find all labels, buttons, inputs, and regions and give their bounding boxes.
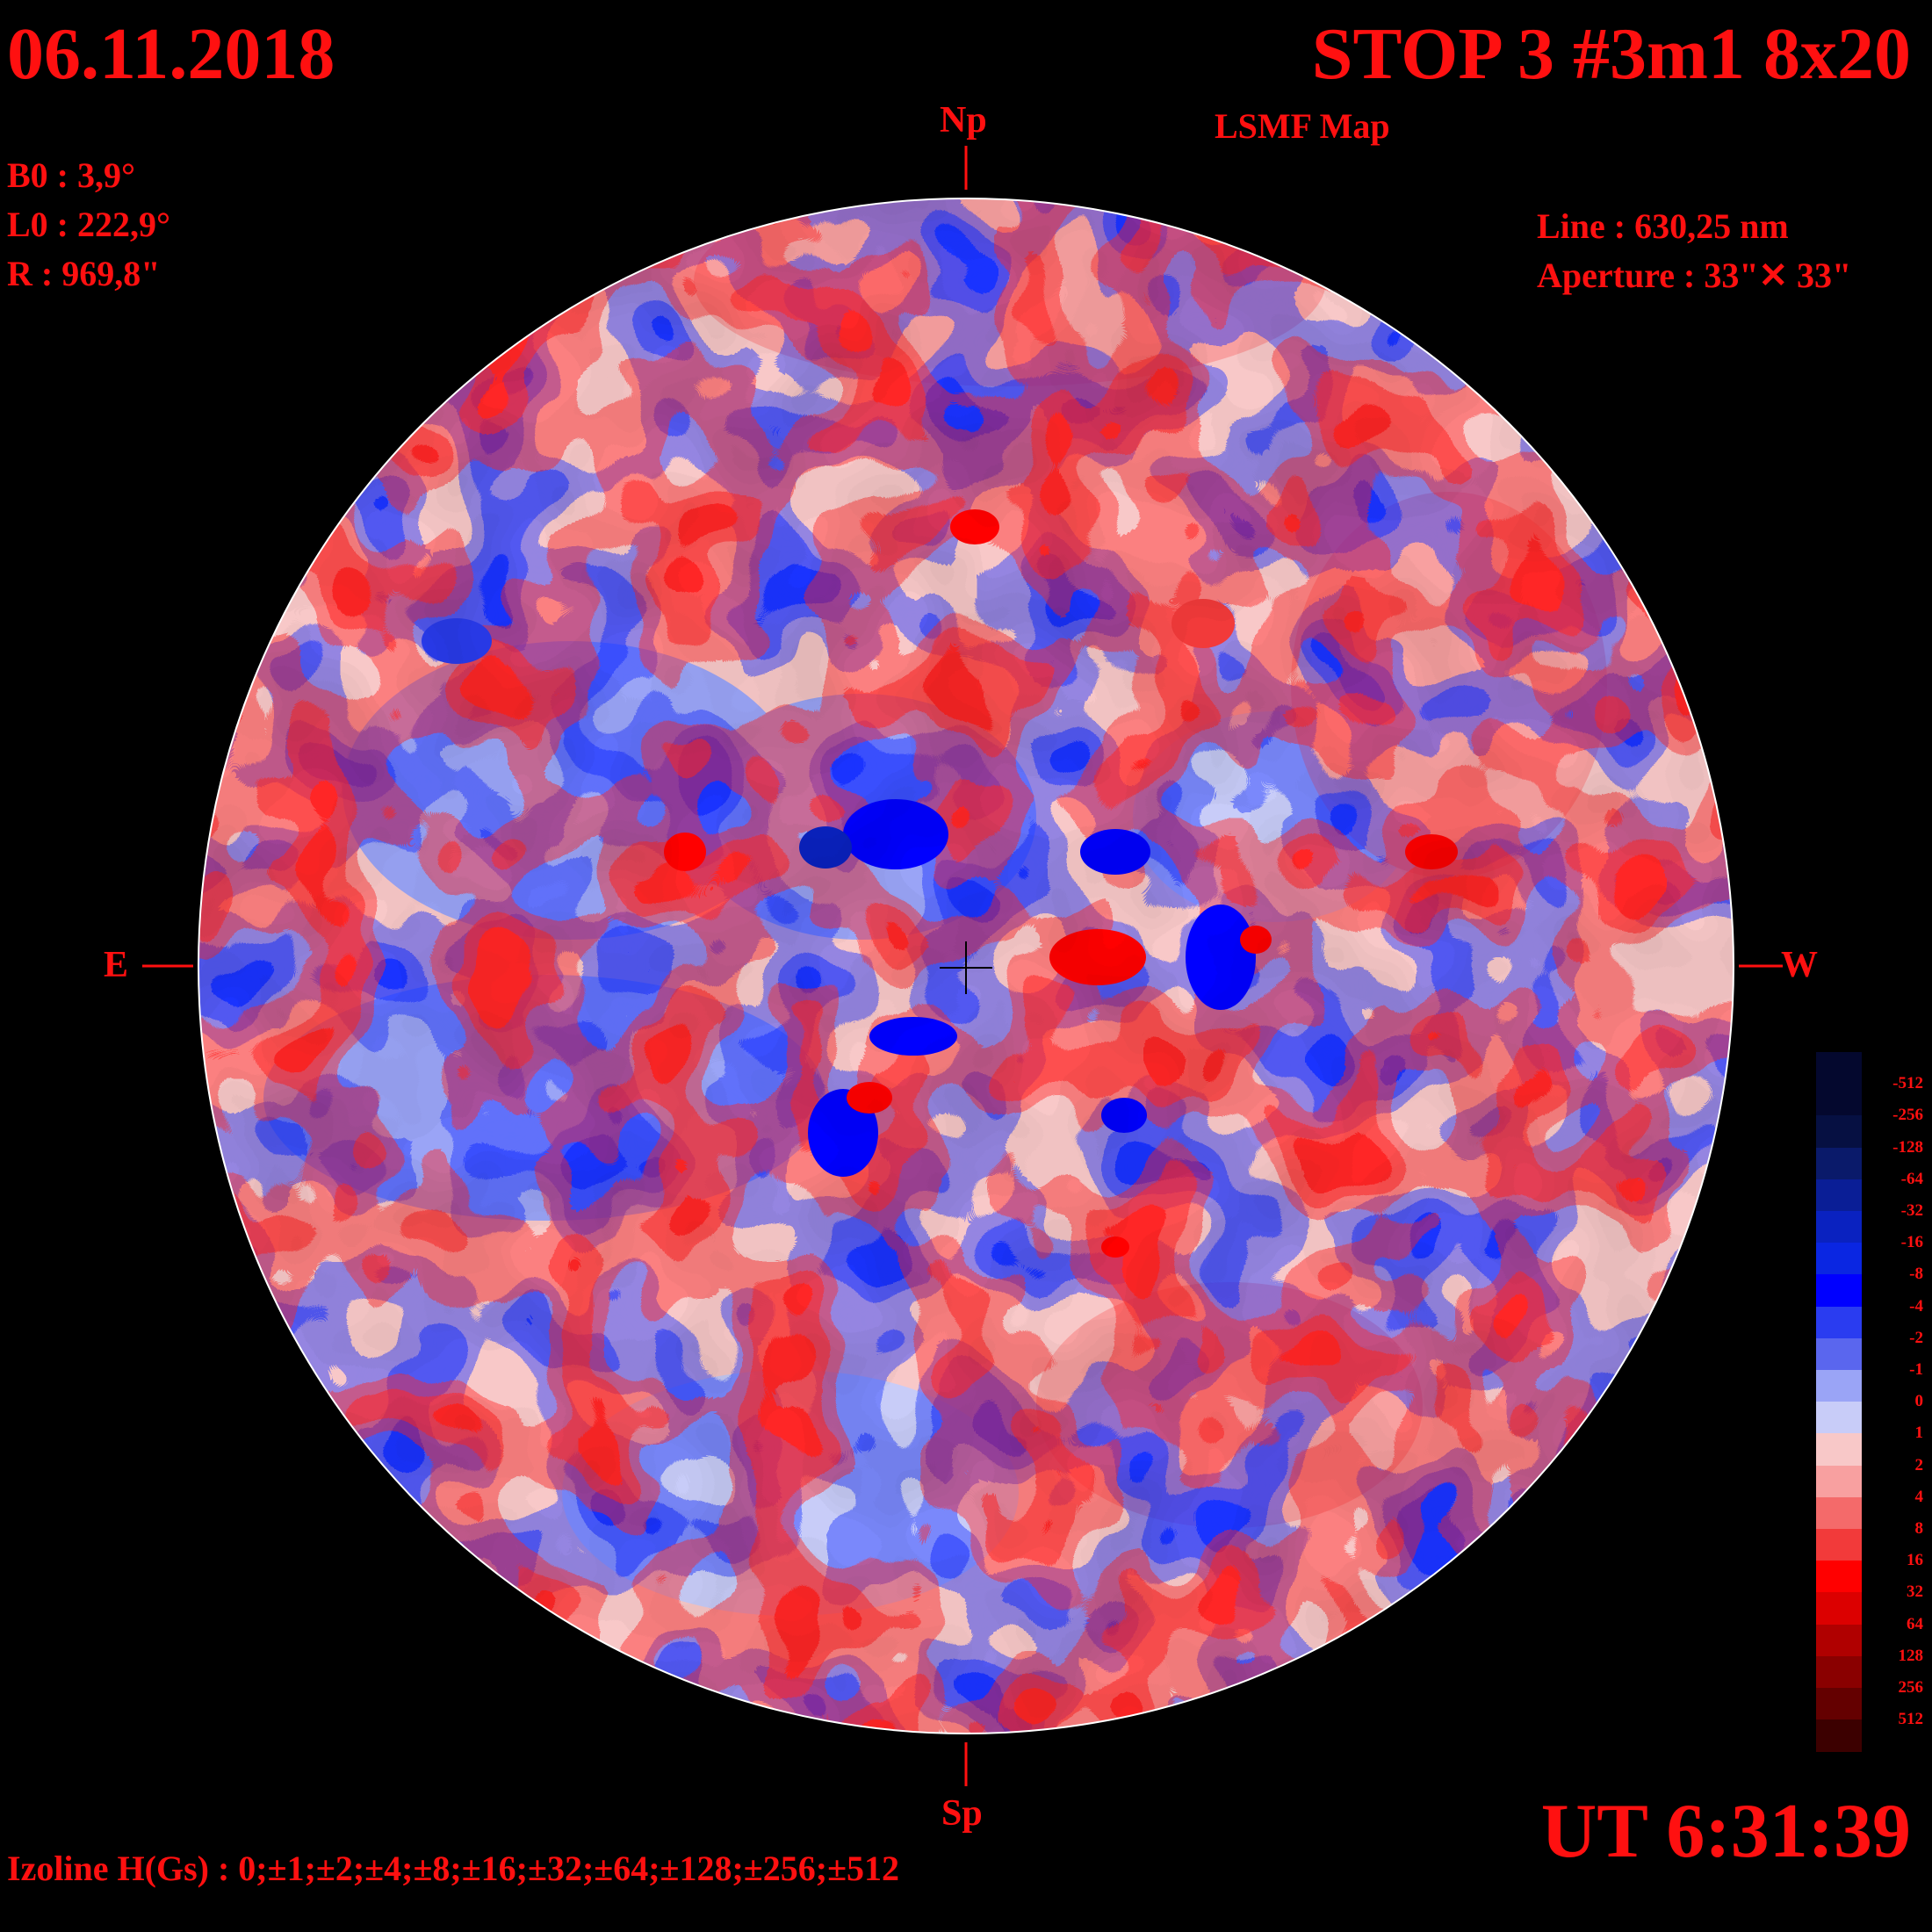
legend-swatch: [1816, 1688, 1862, 1720]
legend-label: 4: [1914, 1487, 1924, 1506]
legend-swatch: [1816, 1115, 1862, 1149]
legend-label: 64: [1907, 1614, 1923, 1633]
legend-label: -512: [1892, 1074, 1923, 1093]
legend-label: -128: [1892, 1137, 1923, 1157]
legend-label: 16: [1907, 1551, 1923, 1570]
legend-label: -32: [1900, 1201, 1923, 1220]
legend-label: 32: [1907, 1582, 1923, 1602]
legend-label: 0: [1914, 1392, 1924, 1411]
legend-label: -16: [1900, 1233, 1923, 1252]
legend-swatch: [1816, 1465, 1862, 1498]
east-label: E: [104, 945, 129, 985]
legend-label: -8: [1909, 1265, 1923, 1284]
date-label: 06.11.2018: [7, 13, 335, 95]
subtitle-label: LSMF Map: [1215, 106, 1390, 146]
radius-label: R : 969,8": [7, 254, 161, 293]
legend-swatch: [1816, 1402, 1862, 1434]
legend-label: 256: [1898, 1678, 1924, 1697]
north-label: Np: [940, 100, 987, 141]
west-label: W: [1781, 945, 1818, 985]
legend-label: -64: [1900, 1169, 1923, 1188]
legend-swatch: [1816, 1211, 1862, 1244]
legend-swatch: [1816, 1496, 1862, 1530]
legend-label: -2: [1909, 1328, 1923, 1347]
legend-swatch: [1816, 1084, 1862, 1116]
b0-label: B0 : 3,9°: [7, 155, 135, 195]
legend-swatch: [1816, 1274, 1862, 1308]
legend-swatch: [1816, 1529, 1862, 1561]
legend-label: 128: [1898, 1646, 1924, 1665]
title-label: STOP 3 #3m1 8x20: [1311, 13, 1911, 95]
legend-swatch: [1816, 1052, 1862, 1085]
color-scale-legend: -512 -256 -128 -64 -32 -16 -8 -4 -2 -1 0 1 2 4 8 16 32 64…: [1816, 1052, 1923, 1756]
legend-label: -4: [1909, 1296, 1923, 1316]
l0-label: L0 : 222,9°: [7, 205, 170, 244]
legend-swatch: [1816, 1337, 1862, 1371]
legend-swatch: [1816, 1719, 1862, 1752]
ut-time-label: UT 6:31:39: [1540, 1789, 1911, 1874]
legend-swatch: [1816, 1243, 1862, 1275]
legend-swatch: [1816, 1179, 1862, 1212]
direction-ticks: [142, 146, 1783, 1786]
legend-swatch: [1816, 1624, 1862, 1657]
izoline-label: Izoline H(Gs) : 0;±1;±2;±4;±8;±16;±32;±6…: [7, 1849, 900, 1888]
south-label: Sp: [941, 1793, 983, 1834]
legend-swatch: [1816, 1433, 1862, 1467]
aperture-label: Aperture : 33"✕ 33": [1537, 256, 1852, 295]
legend-swatch: [1816, 1655, 1862, 1689]
legend-label: 8: [1914, 1519, 1924, 1538]
legend-swatch: [1816, 1370, 1862, 1402]
legend-label: 512: [1898, 1710, 1924, 1729]
legend-swatch: [1816, 1592, 1862, 1626]
legend-label: 2: [1914, 1455, 1924, 1474]
legend-label: -256: [1892, 1106, 1923, 1125]
center-cross: [940, 941, 992, 994]
legend-label: 1: [1914, 1424, 1924, 1443]
legend-swatch: [1816, 1147, 1862, 1180]
legend-swatch: [1816, 1306, 1862, 1339]
legend-label: -1: [1909, 1360, 1923, 1379]
legend-swatch: [1816, 1561, 1862, 1593]
line-label: Line : 630,25 nm: [1537, 206, 1789, 246]
